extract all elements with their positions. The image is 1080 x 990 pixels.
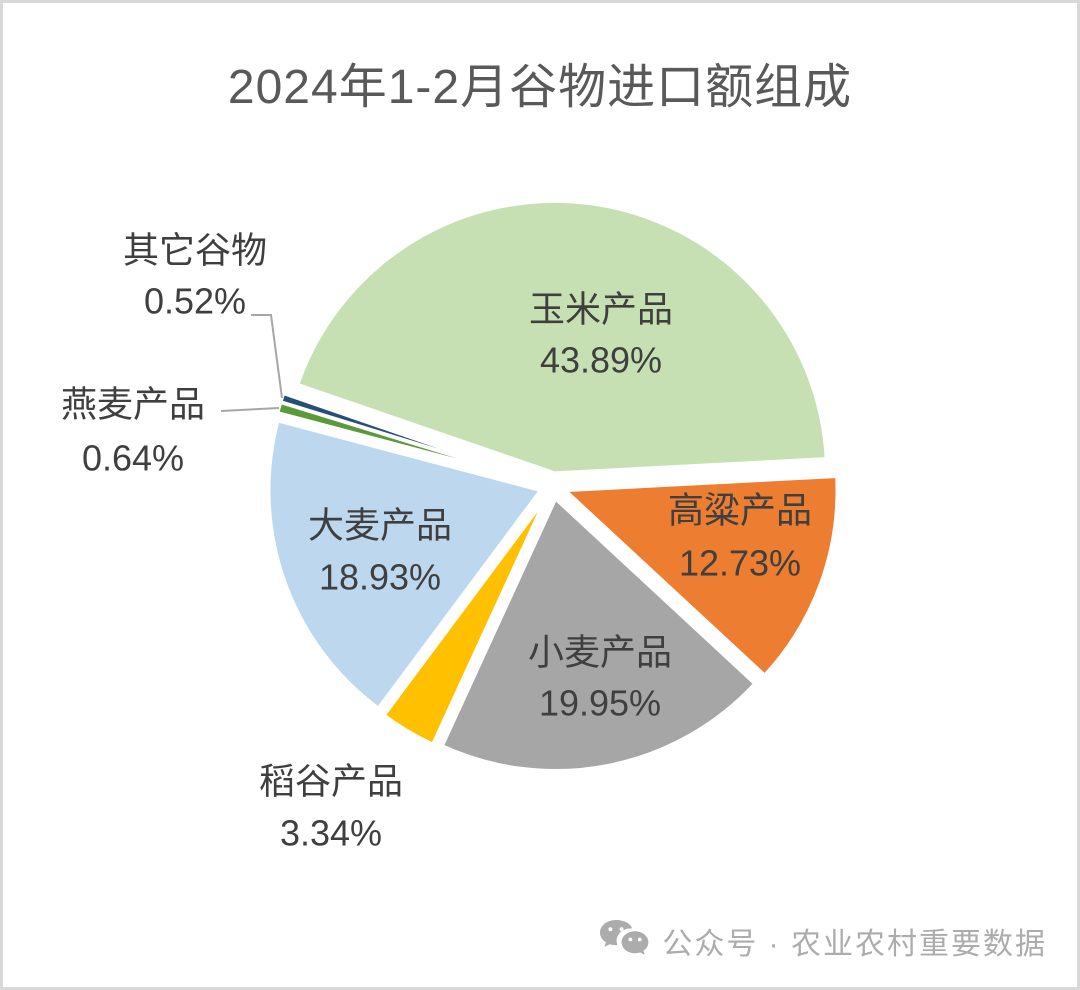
slice-pct-oat: 0.64%	[82, 438, 184, 479]
pie-chart-svg: 玉米产品 43.89% 高粱产品 12.73% 小麦产品 19.95% 稻谷产品 3.34% 大…	[61, 199, 840, 854]
slice-name-rice: 稻谷产品	[259, 761, 403, 802]
slice-pct-corn: 43.89%	[540, 340, 662, 381]
slice-pct-rice: 3.34%	[280, 813, 382, 854]
pie-slice-corn	[295, 199, 829, 475]
watermark-text: 公众号 · 农业农村重要数据	[662, 928, 1047, 961]
slice-pct-sorghum: 12.73%	[679, 543, 801, 584]
pie-slice-rice	[382, 495, 549, 747]
slice-name-wheat: 小麦产品	[528, 632, 672, 673]
slice-pct-other-grains: 0.52%	[144, 281, 246, 322]
slice-name-sorghum: 高粱产品	[668, 490, 812, 531]
slice-pct-barley: 18.93%	[319, 557, 441, 598]
pie-slice-barley	[267, 418, 543, 711]
watermark: 公众号 · 农业农村重要数据	[598, 919, 1047, 963]
slice-name-other-grains: 其它谷物	[123, 230, 267, 271]
slice-name-oat: 燕麦产品	[61, 384, 205, 425]
wechat-icon	[598, 919, 650, 963]
slice-pct-wheat: 19.95%	[539, 683, 661, 724]
slice-name-corn: 玉米产品	[529, 289, 673, 330]
leader-line-other-grains	[251, 314, 283, 399]
slice-name-barley: 大麦产品	[308, 505, 452, 546]
pie-slice-sorghum	[563, 474, 840, 678]
chart-title: 2024年1-2月谷物进口额组成	[227, 61, 853, 114]
leader-line-oat	[220, 407, 280, 412]
pie-slice-wheat	[440, 496, 757, 773]
